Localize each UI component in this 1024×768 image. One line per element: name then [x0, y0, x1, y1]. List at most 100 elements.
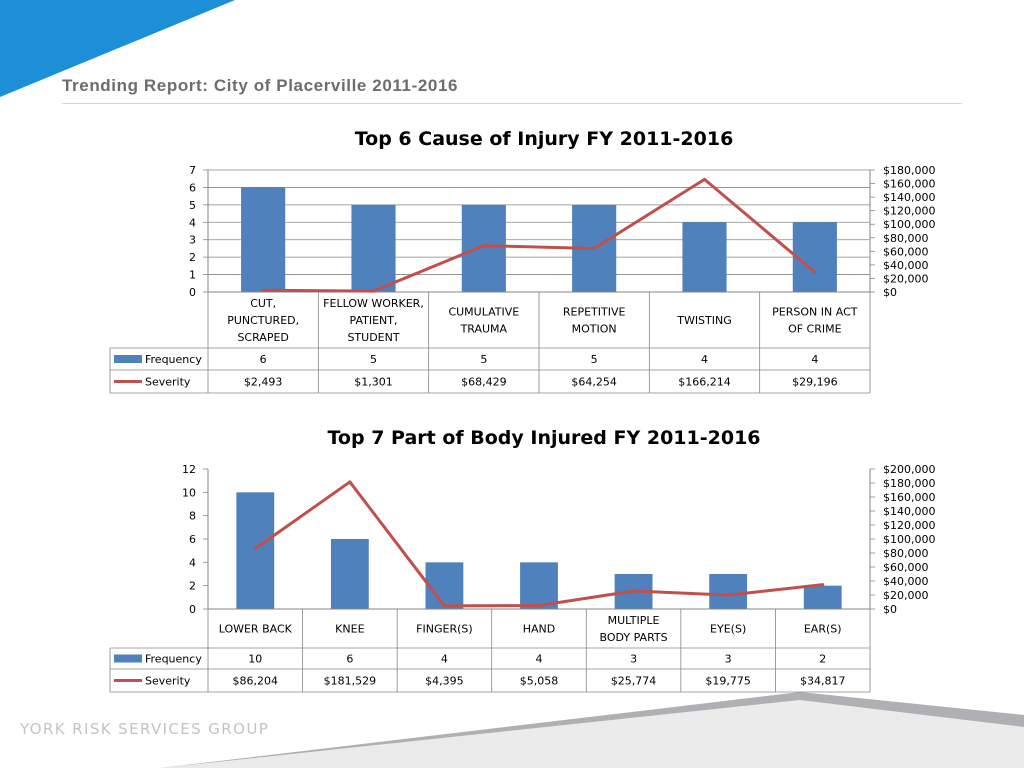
severity-point: [537, 603, 541, 607]
severity-value: $181,529: [324, 675, 377, 688]
right-axis-tick-label: $60,000: [883, 245, 929, 258]
category-label: CUT,: [250, 297, 276, 310]
severity-point: [482, 244, 486, 248]
category-label: LOWER BACK: [219, 623, 293, 636]
chart-title: Top 6 Cause of Injury FY 2011-2016: [355, 128, 734, 150]
frequency-value: 4: [441, 653, 448, 666]
frequency-bar: [461, 204, 506, 292]
category-label: PATIENT,: [350, 314, 398, 327]
right-axis-tick-label: $180,000: [883, 477, 936, 490]
cause-of-injury-chart: Top 6 Cause of Injury FY 2011-2016 0 1 2 3 4 5…: [109, 128, 936, 394]
frequency-bar: [351, 204, 396, 292]
frequency-bar: [236, 492, 275, 609]
frequency-bar: [682, 222, 727, 292]
left-axis-tick-label: 0: [189, 286, 196, 299]
right-axis-tick-label: $140,000: [883, 191, 936, 204]
category-label: EYE(S): [710, 623, 746, 636]
frequency-value: 3: [630, 653, 637, 666]
frequency-value: 5: [370, 353, 377, 366]
category-label: OF CRIME: [788, 323, 842, 336]
severity-value: $64,254: [571, 376, 617, 389]
corner-decoration: [0, 0, 235, 97]
category-label: FELLOW WORKER,: [323, 297, 424, 310]
right-axis-tick-label: $40,000: [883, 259, 929, 272]
severity-point: [632, 589, 636, 593]
frequency-bar: [330, 539, 369, 609]
left-axis-tick-label: 5: [189, 199, 196, 212]
category-label: PUNCTURED,: [227, 314, 299, 327]
severity-value: $29,196: [792, 376, 838, 389]
severity-legend-label: Severity: [145, 675, 191, 688]
severity-value: $1,301: [354, 376, 393, 389]
frequency-bar: [520, 562, 558, 609]
right-axis-tick-label: $120,000: [883, 205, 936, 218]
left-axis-tick-label: 3: [189, 234, 196, 247]
left-axis-tick-label: 6: [189, 181, 196, 194]
category-label: STUDENT: [347, 331, 399, 344]
left-axis-tick-label: 4: [189, 556, 196, 569]
severity-point: [726, 593, 730, 597]
left-axis-tick-label: 12: [182, 463, 196, 476]
category-label: FINGER(S): [416, 623, 472, 636]
chart-title: Top 7 Part of Body Injured FY 2011-2016: [327, 427, 760, 449]
right-axis-tick-label: $140,000: [883, 505, 936, 518]
category-label: REPETITIVE: [563, 306, 626, 319]
frequency-value: 5: [480, 353, 487, 366]
severity-legend-label: Severity: [145, 376, 191, 389]
bottom-decoration-light: [160, 700, 1024, 768]
left-axis-tick-label: 0: [189, 603, 196, 616]
frequency-value: 2: [819, 653, 826, 666]
category-label: MOTION: [572, 323, 617, 336]
frequency-bar: [803, 585, 842, 609]
right-axis-tick-label: $0: [883, 603, 897, 616]
left-axis-tick-label: 6: [189, 533, 196, 546]
severity-point: [348, 480, 352, 484]
severity-line: [263, 177, 816, 293]
right-axis-tick-label: $80,000: [883, 232, 929, 245]
severity-point: [703, 177, 706, 181]
severity-point: [261, 288, 265, 292]
frequency-bar: [792, 222, 837, 292]
frequency-value: 6: [260, 353, 267, 366]
severity-point: [813, 270, 817, 274]
severity-value: $25,774: [611, 675, 657, 688]
frequency-value: 5: [591, 353, 598, 366]
frequency-value: 4: [536, 653, 543, 666]
frequency-legend-label: Frequency: [145, 353, 202, 366]
severity-value: $68,429: [461, 376, 507, 389]
header-rule: [62, 103, 962, 104]
frequency-bar: [709, 574, 748, 609]
right-axis-tick-label: $180,000: [883, 164, 936, 177]
right-axis-tick-label: $100,000: [883, 218, 936, 231]
category-label: BODY PARTS: [600, 631, 668, 644]
severity-value: $86,204: [233, 675, 279, 688]
left-axis-tick-label: 7: [189, 164, 196, 177]
right-axis-tick-label: $200,000: [883, 463, 936, 476]
category-label: SCRAPED: [237, 331, 288, 344]
severity-value: $4,395: [425, 675, 464, 688]
left-axis-tick-label: 2: [189, 580, 196, 593]
category-label: EAR(S): [804, 623, 842, 636]
left-axis-tick-label: 2: [189, 251, 196, 264]
category-label: KNEE: [335, 623, 364, 636]
frequency-value: 6: [346, 653, 353, 666]
frequency-bar: [425, 562, 464, 609]
severity-value: $2,493: [244, 376, 283, 389]
right-axis-tick-label: $160,000: [883, 178, 936, 191]
report-title: Trending Report: City of Placerville 201…: [62, 76, 459, 95]
category-label: MULTIPLE: [608, 614, 660, 627]
right-axis-tick-label: $80,000: [883, 547, 929, 560]
category-label: HAND: [523, 623, 556, 636]
severity-point: [821, 583, 825, 587]
severity-value: $166,214: [678, 376, 731, 389]
left-axis-tick-label: 1: [189, 269, 196, 282]
frequency-value: 4: [811, 353, 818, 366]
frequency-value: 3: [725, 653, 732, 666]
severity-point: [253, 547, 257, 551]
right-axis-tick-label: $20,000: [883, 589, 929, 602]
right-axis-tick-label: $160,000: [883, 491, 936, 504]
left-axis-tick-label: 10: [182, 486, 196, 499]
right-axis-tick-label: $120,000: [883, 519, 936, 532]
frequency-legend-key: [114, 654, 142, 663]
